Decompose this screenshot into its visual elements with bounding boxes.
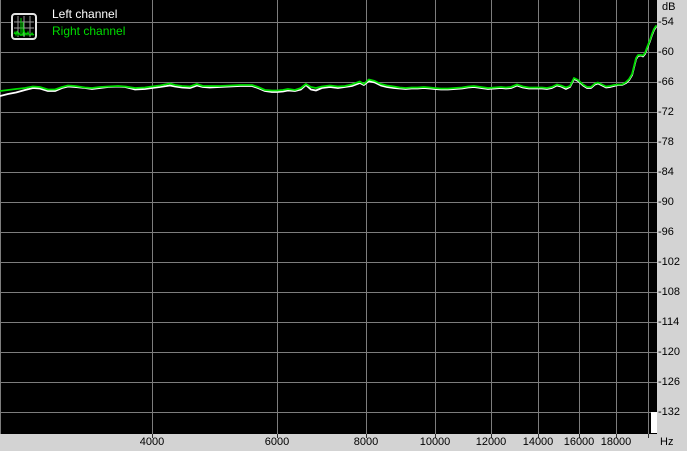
x-tick-label: 6000	[264, 436, 290, 448]
y-tick-label: -102	[658, 256, 681, 268]
legend-label-left-channel: Left channel	[52, 7, 118, 21]
y-tick-label: -72	[658, 106, 674, 118]
x-tick-label: 16000	[563, 436, 595, 448]
y-tick-label: -66	[658, 76, 674, 88]
x-tick-label: 18000	[600, 436, 632, 448]
trace-right-channel	[0, 25, 657, 92]
x-tick-mark	[491, 434, 492, 438]
y-axis: dB -54 -60 -66 -72 -78 -84 -90 -96 -102 -108 -114 -…	[657, 0, 687, 434]
x-tick-mark	[277, 434, 278, 438]
y-tick-label: -114	[658, 316, 680, 328]
y-tick-label: -54	[658, 16, 674, 28]
x-tick-mark	[579, 434, 580, 438]
x-tick-label: 10000	[419, 436, 451, 448]
corner-marker	[651, 412, 657, 433]
x-tick-label: 8000	[353, 436, 379, 448]
x-tick-mark	[435, 434, 436, 438]
y-tick-label: -126	[658, 376, 681, 388]
frequency-response-chart	[0, 0, 657, 434]
legend-label-right-channel: Right channel	[52, 24, 126, 38]
x-tick-mark	[616, 434, 617, 438]
y-tick-label: -132	[658, 406, 681, 418]
x-axis: Hz 4000 6000 8000 10000 12000 14000 16000 18000	[0, 434, 687, 451]
y-tick-label: -96	[658, 226, 674, 238]
x-tick-mark	[648, 434, 649, 438]
plot-area[interactable]: Left channel Right channel	[0, 0, 657, 434]
x-tick-label: 14000	[522, 436, 554, 448]
y-tick-label: -84	[658, 166, 674, 178]
y-tick-label: -120	[658, 346, 681, 358]
x-tick-mark	[538, 434, 539, 438]
y-tick-label: -108	[658, 286, 681, 298]
y-tick-label: -60	[658, 46, 674, 58]
legend: Left channel Right channel	[0, 0, 200, 46]
x-axis-unit-label: Hz	[660, 436, 674, 448]
x-tick-mark	[366, 434, 367, 438]
y-tick-label: -78	[658, 136, 674, 148]
y-axis-unit-label: dB	[662, 1, 676, 13]
y-tick-label: -90	[658, 196, 674, 208]
spectrum-analyzer-icon	[11, 13, 37, 40]
x-tick-mark	[152, 434, 153, 438]
x-tick-label: 12000	[475, 436, 507, 448]
x-tick-label: 4000	[139, 436, 165, 448]
